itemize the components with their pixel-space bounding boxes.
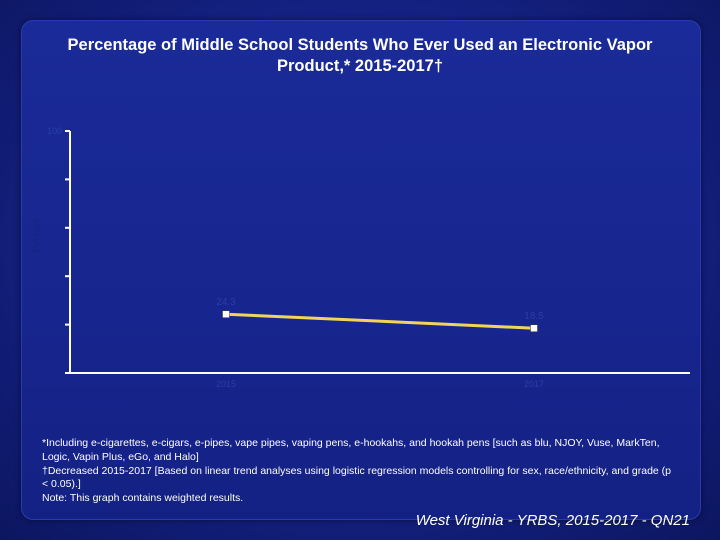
- series-lines: [225, 312, 535, 330]
- data-label: 24.3: [216, 297, 236, 308]
- data-label: 18.5: [524, 311, 544, 322]
- chart-title: Percentage of Middle School Students Who…: [67, 36, 653, 75]
- data-point-marker: [222, 310, 230, 318]
- y-ticks: 100: [47, 126, 70, 374]
- chart-axes: [69, 131, 690, 374]
- footnotes: *Including e-cigarettes, e-cigars, e-pip…: [42, 437, 672, 506]
- footnote-note: Note: This graph contains weighted resul…: [42, 492, 244, 505]
- data-point-marker: [530, 324, 538, 332]
- content-panel: [21, 20, 701, 520]
- footnote-trend: †Decreased 2015-2017 [Based on linear tr…: [42, 464, 671, 491]
- data-points: [222, 310, 538, 332]
- x-tick-labels: 2015 2017: [216, 379, 544, 389]
- series-line: [225, 312, 535, 330]
- source-credit: West Virginia - YRBS, 2015-2017 - QN21: [415, 512, 690, 529]
- x-tick-label: 2015: [216, 379, 236, 389]
- data-labels: 24.3 18.5: [216, 297, 544, 322]
- footnote-definition: *Including e-cigarettes, e-cigars, e-pip…: [42, 437, 660, 463]
- x-tick-label: 2017: [524, 379, 544, 389]
- y-tick-label: 100: [47, 126, 62, 136]
